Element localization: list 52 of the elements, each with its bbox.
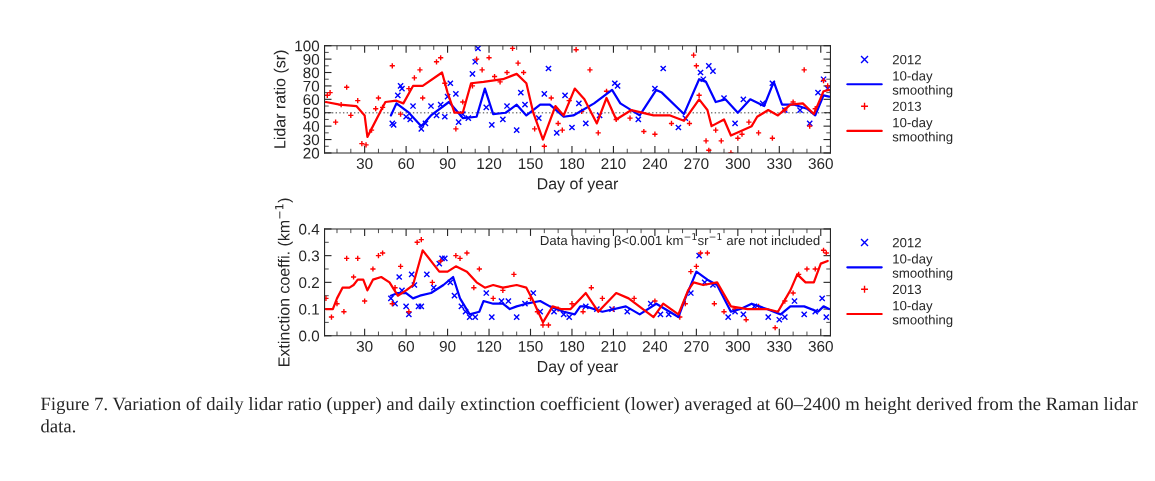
x-tick-label: 30 [356,158,373,170]
legend-label: 2012 [892,237,921,248]
y-tick-label: 30 [303,134,320,146]
caption: Figure 7. Variation of daily lidar ratio (upper) and daily extinction coefficient (lower) averaged at 60–2400 m height derived from the Raman lidar data. [40,396,1138,433]
y-axis-title: Lidar ratio (sr) [273,50,289,148]
x-tick-label: 210 [601,341,626,352]
x-axis-title: Day of year [537,177,619,193]
x-tick-label: 90 [439,341,456,352]
x-tick-label: 150 [518,341,543,352]
x-tick-label: 330 [767,341,792,352]
y-tick-label: 0.1 [299,303,319,315]
legend-label: 2013 [892,284,922,295]
legend-label: 2013 [892,101,922,111]
annotation: Data having β<0.001 km$^{−1}$sr$^{−1}$ are not included [540,233,820,248]
y-tick-label: 0.3 [299,250,320,262]
x-tick-label: 120 [477,341,502,352]
legend-label: 2012 [892,54,921,65]
y-tick-label: 90 [303,53,320,65]
y-tick-label: 0.4 [299,223,320,235]
x-tick-label: 300 [725,158,750,170]
y-axis-title: Extinction coeffi. (km$^{−1}$) [275,198,293,366]
legend-label: 10-day smoothing [892,253,953,281]
legend-label: 10-day smoothing [892,70,953,98]
y-tick-label: 20 [303,147,320,159]
x-tick-label: 270 [684,341,709,352]
legend-label: 10-day smoothing [892,117,953,145]
x-tick-label: 30 [356,341,373,352]
y-tick-label: 80 [303,67,320,79]
y-tick-label: 50 [303,107,320,119]
y-tick-label: 100 [295,40,320,52]
x-tick-label: 330 [767,158,792,170]
x-tick-label: 180 [560,341,585,352]
x-tick-label: 210 [601,158,626,170]
x-axis-title: Day of year [537,360,619,376]
y-tick-label: 0.0 [299,330,320,342]
x-tick-label: 300 [725,341,750,352]
y-tick-label: 60 [303,94,320,106]
x-tick-label: 90 [439,158,456,170]
x-tick-label: 360 [808,341,833,352]
y-tick-label: 0.2 [299,277,319,289]
x-tick-label: 60 [398,341,415,352]
x-tick-label: 60 [398,158,415,170]
x-tick-label: 180 [560,158,585,170]
x-tick-label: 270 [684,158,709,170]
x-tick-label: 150 [518,158,543,170]
y-tick-label: 40 [303,121,320,132]
x-tick-label: 360 [808,158,833,170]
x-tick-label: 240 [642,341,668,352]
legend-label: 10-day smoothing [892,300,953,328]
x-tick-label: 120 [477,158,502,170]
x-tick-label: 240 [642,158,668,170]
y-tick-label: 70 [303,80,320,92]
